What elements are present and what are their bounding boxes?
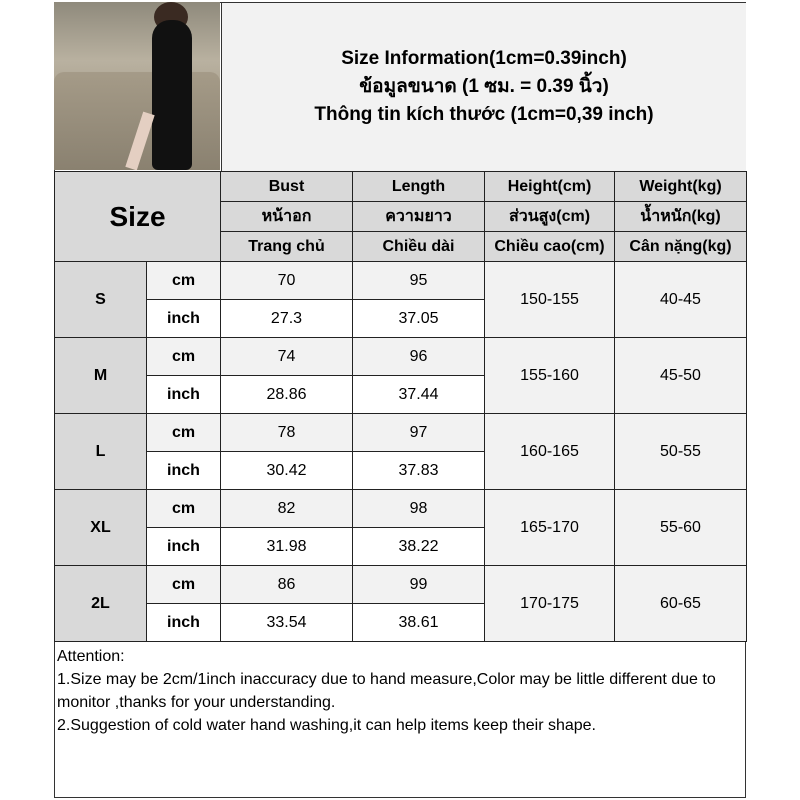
size-label: M — [54, 337, 147, 414]
title-english: Size Information(1cm=0.39inch) — [341, 48, 627, 69]
bust-inch: 30.42 — [220, 451, 353, 490]
col-header: Cân nặng(kg) — [614, 231, 747, 262]
bust-cm: 78 — [220, 413, 353, 452]
length-inch: 38.61 — [352, 603, 485, 642]
unit-cm: cm — [146, 413, 221, 452]
size-header: Size — [54, 171, 221, 262]
table-row: inch 30.42 37.83 — [55, 451, 747, 490]
col-header: Weight(kg) — [614, 171, 747, 202]
title-vietnamese: Thông tin kích thước (1cm=0,39 inch) — [314, 104, 654, 125]
col-header: น้ำหนัก(kg) — [614, 201, 747, 232]
length-inch: 37.83 — [352, 451, 485, 490]
unit-cm: cm — [146, 261, 221, 300]
table-row: XL cm 82 98 165-170 55-60 — [54, 489, 747, 566]
bust-cm: 74 — [220, 337, 353, 376]
height-range: 160-165 — [484, 413, 615, 490]
length-inch: 38.22 — [352, 527, 485, 566]
black-dress-shape — [152, 20, 192, 170]
col-header: Bust — [220, 171, 353, 202]
col-header: ส่วนสูง(cm) — [484, 201, 615, 232]
bust-inch: 28.86 — [220, 375, 353, 414]
bust-cm: 82 — [220, 489, 353, 528]
length-cm: 98 — [352, 489, 485, 528]
note-item: 1.Size may be 2cm/1inch inaccuracy due t… — [57, 671, 716, 711]
height-range: 155-160 — [484, 337, 615, 414]
table-row: 2L cm 86 99 170-175 60-65 — [54, 565, 747, 642]
col-header: ความยาว — [352, 201, 485, 232]
size-label: XL — [54, 489, 147, 566]
height-range: 170-175 — [484, 565, 615, 642]
length-cm: 95 — [352, 261, 485, 300]
bust-cm: 86 — [220, 565, 353, 604]
unit-cm: cm — [146, 565, 221, 604]
unit-inch: inch — [146, 603, 221, 642]
length-inch: 37.44 — [352, 375, 485, 414]
size-label: 2L — [54, 565, 147, 642]
height-range: 150-155 — [484, 261, 615, 338]
size-label: S — [54, 261, 147, 338]
table-row: inch 28.86 37.44 — [55, 375, 747, 414]
weight-range: 45-50 — [614, 337, 747, 414]
title-thai: ข้อมูลขนาด (1 ซม. = 0.39 นิ้ว) — [359, 76, 609, 97]
unit-inch: inch — [146, 375, 221, 414]
unit-inch: inch — [146, 527, 221, 566]
unit-cm: cm — [146, 337, 221, 376]
table-row: inch 31.98 38.22 — [55, 527, 747, 566]
table-row: inch 33.54 38.61 — [55, 603, 747, 642]
note-item: 2.Suggestion of cold water hand washing,… — [57, 717, 596, 734]
col-header: Chiều dài — [352, 231, 485, 262]
size-label: L — [54, 413, 147, 490]
notes-heading: Attention: — [57, 648, 125, 665]
col-header: Length — [352, 171, 485, 202]
length-cm: 96 — [352, 337, 485, 376]
length-inch: 37.05 — [352, 299, 485, 338]
col-header: Height(cm) — [484, 171, 615, 202]
bust-inch: 27.3 — [220, 299, 353, 338]
col-header: หน้าอก — [220, 201, 353, 232]
product-photo — [54, 2, 220, 170]
length-cm: 97 — [352, 413, 485, 452]
weight-range: 50-55 — [614, 413, 747, 490]
col-header: Chiều cao(cm) — [484, 231, 615, 262]
unit-inch: inch — [146, 299, 221, 338]
bust-inch: 33.54 — [220, 603, 353, 642]
unit-inch: inch — [146, 451, 221, 490]
table-row: inch 27.3 37.05 — [55, 299, 747, 338]
col-header: Trang chủ — [220, 231, 353, 262]
weight-range: 55-60 — [614, 489, 747, 566]
height-range: 165-170 — [484, 489, 615, 566]
unit-cm: cm — [146, 489, 221, 528]
bust-inch: 31.98 — [220, 527, 353, 566]
attention-notes: Attention: 1.Size may be 2cm/1inch inacc… — [55, 645, 745, 737]
size-info-title: Size Information(1cm=0.39inch) ข้อมูลขนา… — [221, 3, 746, 171]
weight-range: 40-45 — [614, 261, 747, 338]
length-cm: 99 — [352, 565, 485, 604]
size-table: Size Bust Length Height(cm) Weight(kg) ห… — [54, 171, 747, 642]
weight-range: 60-65 — [614, 565, 747, 642]
bust-cm: 70 — [220, 261, 353, 300]
